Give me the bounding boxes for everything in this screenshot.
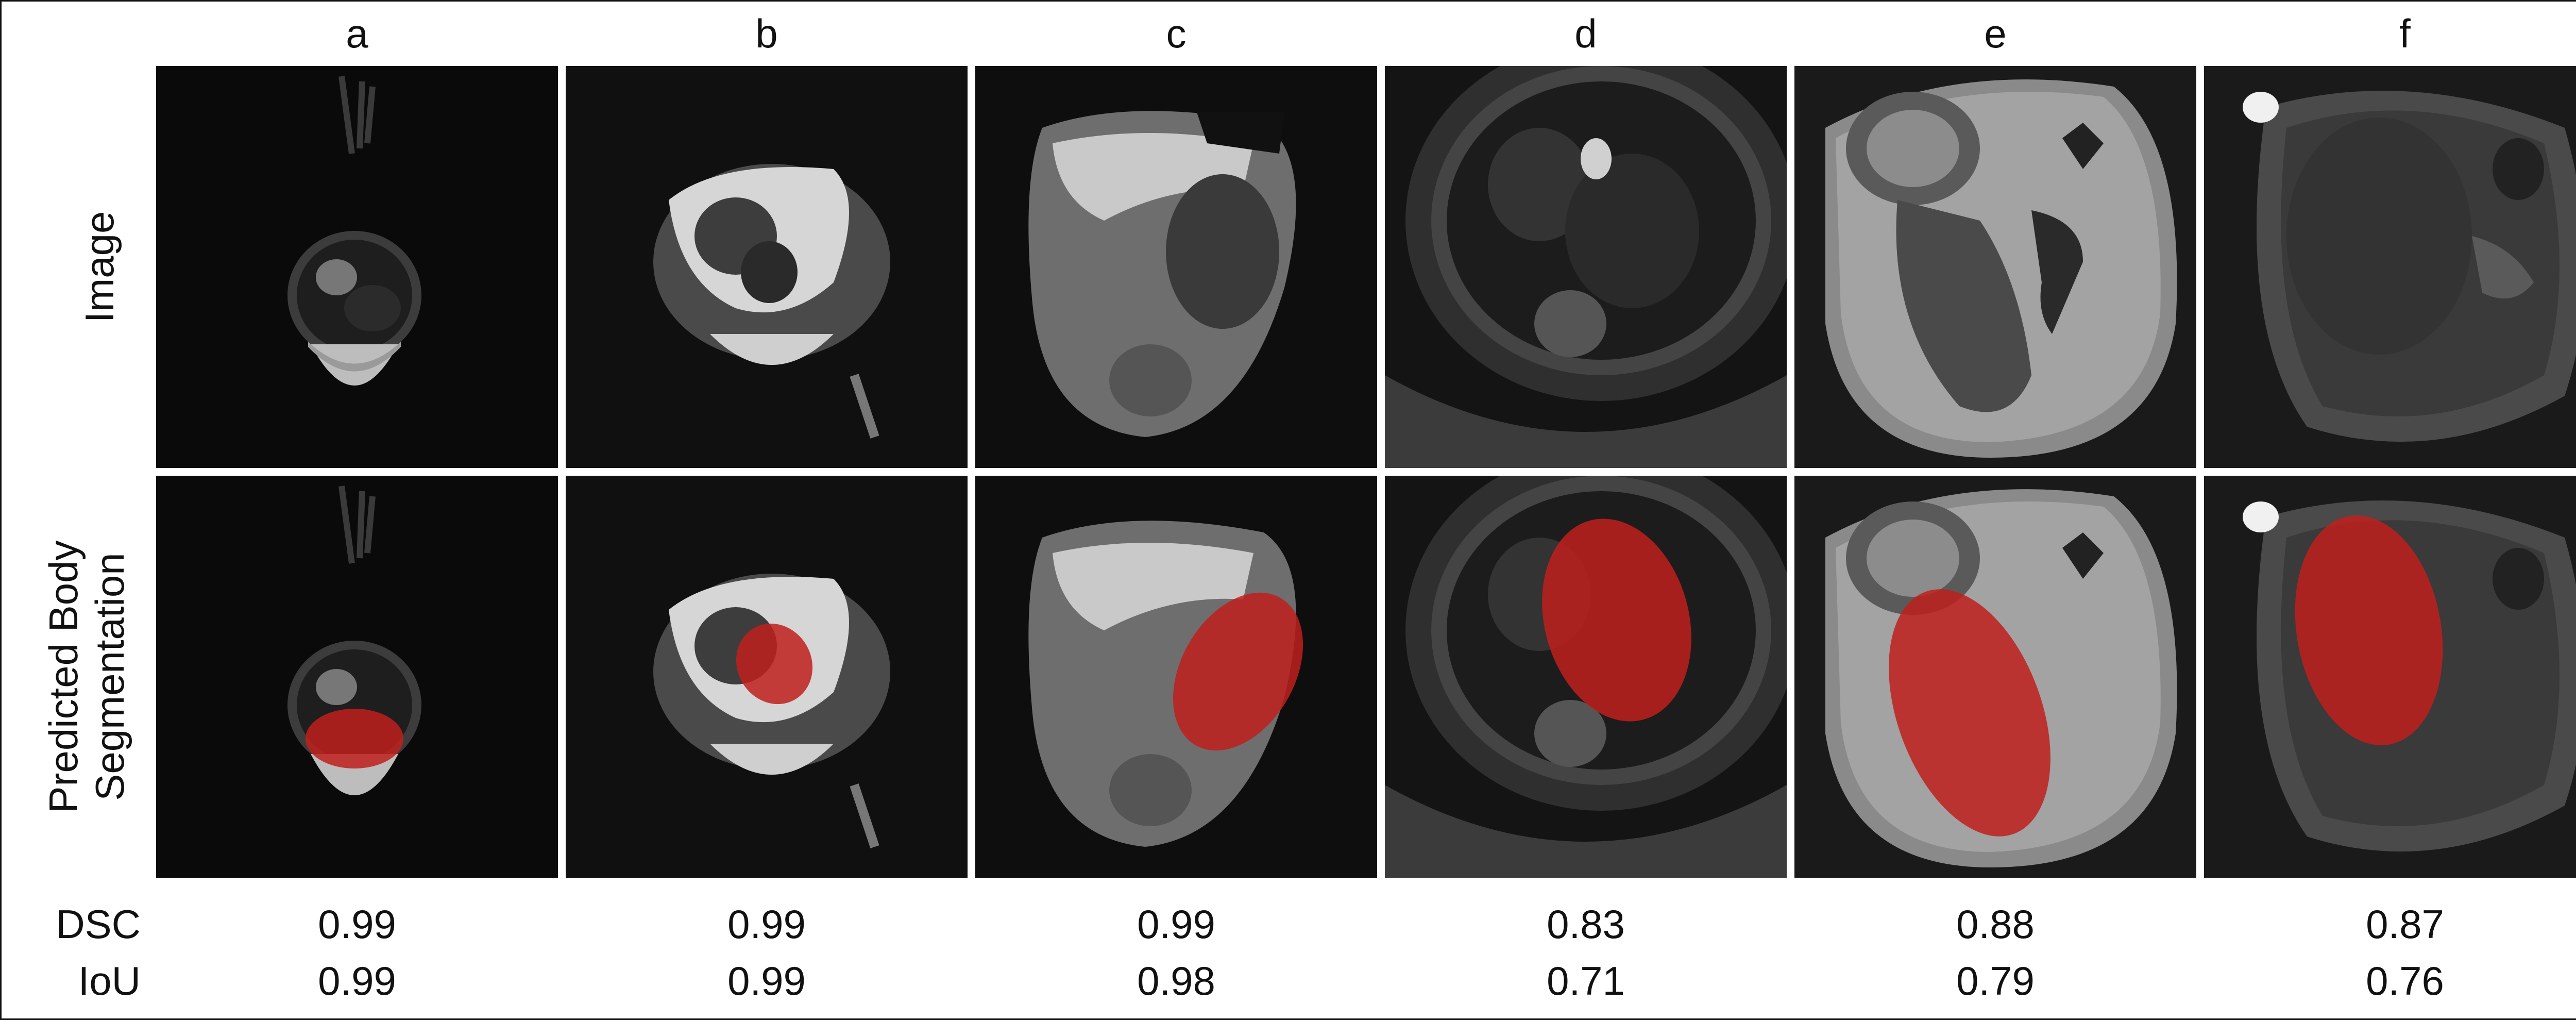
mri-image-e	[1794, 66, 2196, 468]
column-label-a: a	[346, 11, 368, 56]
mri-image-c	[975, 66, 1377, 468]
segmentation-mask-f	[2295, 515, 2443, 745]
iou-value-a: 0.99	[318, 958, 396, 1004]
mri-image-a	[156, 66, 558, 468]
mri-segmentation-c	[975, 476, 1377, 878]
segmentation-panel-b	[566, 476, 968, 878]
mri-image-f	[2204, 66, 2576, 468]
metric-label-iou: IoU	[78, 958, 141, 1004]
mri-segmentation-d	[1385, 476, 1787, 878]
mri-image-d	[1385, 66, 1787, 468]
segmentation-panel-d	[1385, 476, 1787, 878]
row-label-segmentation-line2: Segmentation	[87, 553, 132, 801]
image-panel-d	[1385, 66, 1787, 468]
mri-image-b	[566, 66, 968, 468]
dsc-value-d: 0.83	[1547, 901, 1625, 947]
segmentation-mask-a	[306, 709, 403, 768]
dsc-value-c: 0.99	[1137, 901, 1215, 947]
row-label-image-text: Image	[77, 211, 122, 323]
dsc-value-e: 0.88	[1956, 901, 2035, 947]
iou-value-c: 0.98	[1137, 958, 1215, 1004]
row-label-segmentation: Predicted Body Segmentation	[40, 541, 133, 813]
column-label-e: e	[1984, 11, 2007, 56]
segmentation-panel-e	[1794, 476, 2196, 878]
segmentation-panel-c	[975, 476, 1377, 878]
image-panel-a	[156, 66, 558, 468]
mri-segmentation-f	[2204, 476, 2576, 878]
column-label-f: f	[2399, 11, 2411, 56]
image-panel-f	[2204, 66, 2576, 468]
dsc-value-a: 0.99	[318, 901, 396, 947]
dsc-value-f: 0.87	[2366, 901, 2444, 947]
iou-value-e: 0.79	[1956, 958, 2035, 1004]
column-label-b: b	[755, 11, 778, 56]
segmentation-mask-c	[1173, 592, 1303, 751]
metric-label-dsc: DSC	[56, 901, 141, 947]
segmentation-panel-a	[156, 476, 558, 878]
image-panel-b	[566, 66, 968, 468]
iou-value-d: 0.71	[1547, 958, 1625, 1004]
row-label-image: Image	[76, 211, 123, 323]
mri-segmentation-e	[1794, 476, 2196, 878]
segmentation-mask-b	[736, 623, 813, 705]
column-label-c: c	[1166, 11, 1187, 56]
mri-segmentation-b	[566, 476, 968, 878]
column-label-d: d	[1574, 11, 1597, 56]
dsc-value-b: 0.99	[727, 901, 806, 947]
iou-value-b: 0.99	[727, 958, 806, 1004]
image-panel-c	[975, 66, 1377, 468]
segmentation-mask-d	[1542, 519, 1691, 722]
segmentation-panel-f	[2204, 476, 2576, 878]
segmentation-mask-e	[1889, 589, 2050, 837]
mri-segmentation-a	[156, 476, 558, 878]
iou-value-f: 0.76	[2366, 958, 2444, 1004]
row-label-segmentation-line1: Predicted Body	[41, 540, 86, 813]
image-panel-e	[1794, 66, 2196, 468]
